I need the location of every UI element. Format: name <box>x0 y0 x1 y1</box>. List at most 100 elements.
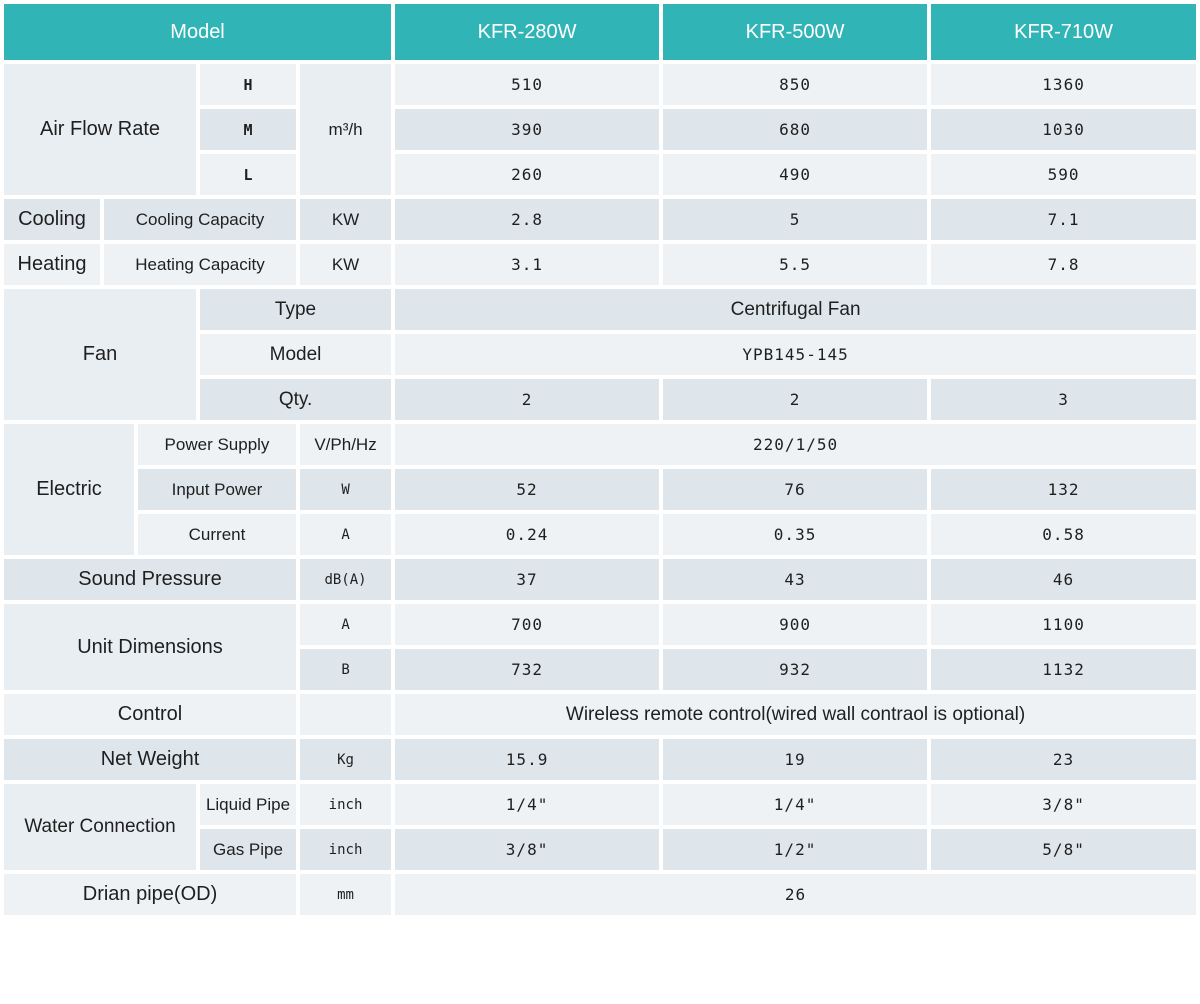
dimension-key-a: A <box>300 604 392 645</box>
drain-pipe-value: 26 <box>395 874 1197 915</box>
row-power-supply: Electric Power Supply V/Ph/Hz 220/1/50 <box>4 424 1197 555</box>
current-unit: A <box>300 514 392 555</box>
row-liquid-pipe: Water Connection Liquid Pipe inch 1/4" 1… <box>4 784 1197 870</box>
value-cell: 680 <box>663 109 928 150</box>
row-dimensions-b: B 732 932 1132 <box>4 649 1197 690</box>
row-control: Control Wireless remote control(wired wa… <box>4 694 1197 735</box>
value-cell: 1360 <box>931 64 1197 105</box>
header-row: Model KFR-280W KFR-500W KFR-710W <box>4 4 1197 60</box>
row-air-flow-m: M 390 680 1030 <box>4 109 1197 150</box>
heating-capacity-label: Heating Capacity <box>104 244 296 285</box>
value-cell: 3.1 <box>395 244 660 285</box>
value-cell: 0.58 <box>931 514 1197 555</box>
fan-label: Fan <box>4 289 196 420</box>
air-flow-key-l: L <box>200 154 296 195</box>
value-cell: 2 <box>395 379 660 420</box>
row-air-flow-l: L 260 490 590 <box>4 154 1197 195</box>
value-cell: 390 <box>395 109 660 150</box>
value-cell: 19 <box>663 739 928 780</box>
row-heating: Heating Heating Capacity KW 3.1 5.5 7.8 <box>4 244 1197 285</box>
fan-model-label: Model <box>200 334 392 375</box>
power-supply-label: Power Supply <box>138 424 296 465</box>
row-current: Current A 0.24 0.35 0.58 <box>4 514 1197 555</box>
value-cell: 1/2" <box>663 829 928 870</box>
value-cell: 5.5 <box>663 244 928 285</box>
value-cell: 1030 <box>931 109 1197 150</box>
fan-type-label: Type <box>200 289 392 330</box>
row-net-weight: Net Weight Kg 15.9 19 23 <box>4 739 1197 780</box>
value-cell: 260 <box>395 154 660 195</box>
row-air-flow-h: Air Flow Rate H m³/h 510 850 1360 <box>4 64 1197 195</box>
value-cell: 2.8 <box>395 199 660 240</box>
gas-pipe-unit: inch <box>300 829 392 870</box>
cooling-label: Cooling <box>4 199 100 240</box>
row-dimensions-a: Unit Dimensions A 700 900 1100 <box>4 604 1197 690</box>
air-flow-unit: m³/h <box>300 64 392 195</box>
row-fan-type: Fan Type Centrifugal Fan <box>4 289 1197 420</box>
net-weight-unit: Kg <box>300 739 392 780</box>
heating-unit: KW <box>300 244 392 285</box>
value-cell: 2 <box>663 379 928 420</box>
value-cell: 46 <box>931 559 1197 600</box>
row-cooling: Cooling Cooling Capacity KW 2.8 5 7.1 <box>4 199 1197 240</box>
control-value: Wireless remote control(wired wall contr… <box>395 694 1197 735</box>
control-unit-empty <box>300 694 392 735</box>
value-cell: 900 <box>663 604 928 645</box>
value-cell: 132 <box>931 469 1197 510</box>
value-cell: 850 <box>663 64 928 105</box>
row-drain-pipe: Drian pipe(OD) mm 26 <box>4 874 1197 915</box>
gas-pipe-label: Gas Pipe <box>200 829 296 870</box>
drain-pipe-label: Drian pipe(OD) <box>4 874 296 915</box>
value-cell: 510 <box>395 64 660 105</box>
value-cell: 7.1 <box>931 199 1197 240</box>
air-flow-key-m: M <box>200 109 296 150</box>
value-cell: 700 <box>395 604 660 645</box>
row-input-power: Input Power W 52 76 132 <box>4 469 1197 510</box>
cooling-capacity-label: Cooling Capacity <box>104 199 296 240</box>
value-cell: 76 <box>663 469 928 510</box>
value-cell: 590 <box>931 154 1197 195</box>
unit-dimensions-label: Unit Dimensions <box>4 604 296 690</box>
net-weight-label: Net Weight <box>4 739 296 780</box>
value-cell: 1132 <box>931 649 1197 690</box>
liquid-pipe-label: Liquid Pipe <box>200 784 296 825</box>
value-cell: 7.8 <box>931 244 1197 285</box>
sound-pressure-label: Sound Pressure <box>4 559 296 600</box>
cooling-unit: KW <box>300 199 392 240</box>
row-fan-model: Model YPB145-145 <box>4 334 1197 375</box>
value-cell: 43 <box>663 559 928 600</box>
drain-pipe-unit: mm <box>300 874 392 915</box>
air-flow-key-h: H <box>200 64 296 105</box>
input-power-label: Input Power <box>138 469 296 510</box>
sound-pressure-unit: dB(A) <box>300 559 392 600</box>
fan-qty-label: Qty. <box>200 379 392 420</box>
input-power-unit: W <box>300 469 392 510</box>
value-cell: 0.24 <box>395 514 660 555</box>
fan-model-value: YPB145-145 <box>395 334 1197 375</box>
fan-type-value: Centrifugal Fan <box>395 289 1197 330</box>
value-cell: 15.9 <box>395 739 660 780</box>
air-flow-label: Air Flow Rate <box>4 64 196 195</box>
value-cell: 732 <box>395 649 660 690</box>
model-header: Model <box>4 4 392 60</box>
value-cell: 1/4" <box>395 784 660 825</box>
current-label: Current <box>138 514 296 555</box>
power-supply-unit: V/Ph/Hz <box>300 424 392 465</box>
value-cell: 1/4" <box>663 784 928 825</box>
col-header-kfr-710w: KFR-710W <box>931 4 1197 60</box>
value-cell: 0.35 <box>663 514 928 555</box>
dimension-key-b: B <box>300 649 392 690</box>
liquid-pipe-unit: inch <box>300 784 392 825</box>
value-cell: 3/8" <box>931 784 1197 825</box>
row-sound-pressure: Sound Pressure dB(A) 37 43 46 <box>4 559 1197 600</box>
value-cell: 932 <box>663 649 928 690</box>
col-header-kfr-280w: KFR-280W <box>395 4 660 60</box>
spec-table: Model KFR-280W KFR-500W KFR-710W Air Flo… <box>4 4 1197 915</box>
heating-label: Heating <box>4 244 100 285</box>
control-label: Control <box>4 694 296 735</box>
value-cell: 37 <box>395 559 660 600</box>
row-gas-pipe: Gas Pipe inch 3/8" 1/2" 5/8" <box>4 829 1197 870</box>
value-cell: 490 <box>663 154 928 195</box>
value-cell: 5/8" <box>931 829 1197 870</box>
value-cell: 23 <box>931 739 1197 780</box>
